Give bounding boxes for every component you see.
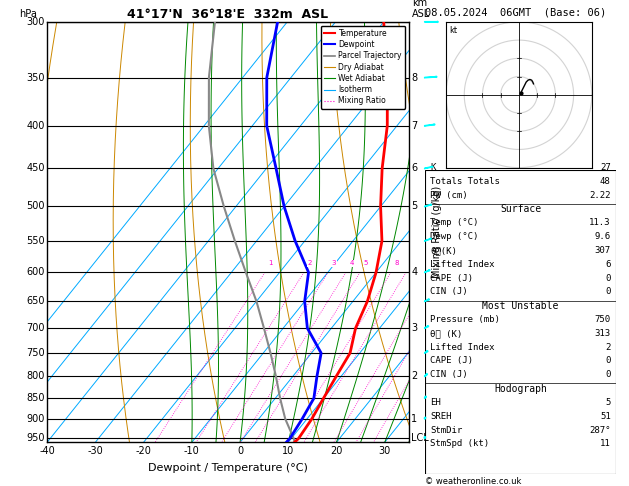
Text: 700: 700 bbox=[26, 323, 45, 333]
Text: 8: 8 bbox=[411, 72, 418, 83]
Text: Dewpoint / Temperature (°C): Dewpoint / Temperature (°C) bbox=[148, 464, 308, 473]
Text: 313: 313 bbox=[594, 329, 611, 338]
Text: Hodograph: Hodograph bbox=[494, 384, 547, 394]
Text: 287°: 287° bbox=[589, 426, 611, 434]
Text: 750: 750 bbox=[26, 348, 45, 358]
Text: 3: 3 bbox=[331, 260, 336, 266]
Text: 900: 900 bbox=[26, 414, 45, 424]
Text: 1: 1 bbox=[411, 414, 418, 424]
Text: 0: 0 bbox=[605, 370, 611, 379]
Text: 30: 30 bbox=[379, 447, 391, 456]
Text: CAPE (J): CAPE (J) bbox=[430, 274, 474, 283]
Text: km
ASL: km ASL bbox=[412, 0, 430, 19]
Text: 11.3: 11.3 bbox=[589, 218, 611, 227]
Text: StmDir: StmDir bbox=[430, 426, 462, 434]
Text: θᴄ(K): θᴄ(K) bbox=[430, 246, 457, 255]
Text: CIN (J): CIN (J) bbox=[430, 370, 468, 379]
Text: 6: 6 bbox=[411, 163, 418, 174]
Text: θᴄ (K): θᴄ (K) bbox=[430, 329, 462, 338]
Text: 0: 0 bbox=[605, 287, 611, 296]
Text: CAPE (J): CAPE (J) bbox=[430, 356, 474, 365]
Text: 650: 650 bbox=[26, 296, 45, 306]
Text: 51: 51 bbox=[600, 412, 611, 421]
Text: -40: -40 bbox=[39, 447, 55, 456]
Text: 08.05.2024  06GMT  (Base: 06): 08.05.2024 06GMT (Base: 06) bbox=[425, 7, 606, 17]
Text: CIN (J): CIN (J) bbox=[430, 287, 468, 296]
Text: 0: 0 bbox=[605, 356, 611, 365]
Text: 600: 600 bbox=[26, 267, 45, 278]
Text: Temp (°C): Temp (°C) bbox=[430, 218, 479, 227]
Text: 2: 2 bbox=[308, 260, 312, 266]
Text: 307: 307 bbox=[594, 246, 611, 255]
Legend: Temperature, Dewpoint, Parcel Trajectory, Dry Adiabat, Wet Adiabat, Isotherm, Mi: Temperature, Dewpoint, Parcel Trajectory… bbox=[321, 26, 405, 108]
Text: PW (cm): PW (cm) bbox=[430, 191, 468, 200]
Text: 4: 4 bbox=[411, 267, 418, 278]
Text: 48: 48 bbox=[600, 177, 611, 186]
Text: Lifted Index: Lifted Index bbox=[430, 260, 495, 269]
Text: 2.22: 2.22 bbox=[589, 191, 611, 200]
Text: 27: 27 bbox=[600, 163, 611, 172]
Text: 850: 850 bbox=[26, 393, 45, 403]
Text: 3: 3 bbox=[411, 323, 418, 333]
Text: 4: 4 bbox=[349, 260, 353, 266]
Text: 0: 0 bbox=[605, 274, 611, 283]
Text: 500: 500 bbox=[26, 202, 45, 211]
Text: 550: 550 bbox=[26, 236, 45, 246]
Text: SREH: SREH bbox=[430, 412, 452, 421]
Text: -20: -20 bbox=[136, 447, 152, 456]
Text: K: K bbox=[430, 163, 436, 172]
Text: kt: kt bbox=[449, 26, 457, 35]
Text: 2: 2 bbox=[605, 343, 611, 352]
Text: -30: -30 bbox=[87, 447, 103, 456]
Text: 1: 1 bbox=[269, 260, 273, 266]
Text: 750: 750 bbox=[594, 315, 611, 324]
Text: 300: 300 bbox=[26, 17, 45, 27]
Text: Pressure (mb): Pressure (mb) bbox=[430, 315, 500, 324]
Text: LCL: LCL bbox=[411, 434, 429, 444]
Text: StmSpd (kt): StmSpd (kt) bbox=[430, 439, 489, 448]
Text: Mixing Ratio (g/kg): Mixing Ratio (g/kg) bbox=[432, 186, 442, 278]
Text: hPa: hPa bbox=[19, 9, 36, 19]
Text: 5: 5 bbox=[605, 398, 611, 407]
Text: 0: 0 bbox=[237, 447, 243, 456]
Title: 41°17'N  36°18'E  332m  ASL: 41°17'N 36°18'E 332m ASL bbox=[128, 8, 328, 21]
Text: 10: 10 bbox=[282, 447, 294, 456]
Text: 7: 7 bbox=[411, 121, 418, 131]
Text: 5: 5 bbox=[411, 202, 418, 211]
Text: -10: -10 bbox=[184, 447, 200, 456]
Text: 9.6: 9.6 bbox=[594, 232, 611, 241]
Text: 350: 350 bbox=[26, 72, 45, 83]
Text: 450: 450 bbox=[26, 163, 45, 174]
Text: 950: 950 bbox=[26, 434, 45, 444]
Text: 2: 2 bbox=[411, 371, 418, 382]
Text: EH: EH bbox=[430, 398, 441, 407]
Text: 20: 20 bbox=[330, 447, 343, 456]
Text: 400: 400 bbox=[26, 121, 45, 131]
Text: 800: 800 bbox=[26, 371, 45, 382]
Text: 11: 11 bbox=[600, 439, 611, 448]
Text: 6: 6 bbox=[605, 260, 611, 269]
Text: 8: 8 bbox=[394, 260, 399, 266]
Text: © weatheronline.co.uk: © weatheronline.co.uk bbox=[425, 477, 521, 486]
Text: Surface: Surface bbox=[500, 204, 541, 214]
Text: Dewp (°C): Dewp (°C) bbox=[430, 232, 479, 241]
Text: Lifted Index: Lifted Index bbox=[430, 343, 495, 352]
Text: Most Unstable: Most Unstable bbox=[482, 301, 559, 311]
Text: 5: 5 bbox=[364, 260, 368, 266]
Text: Totals Totals: Totals Totals bbox=[430, 177, 500, 186]
